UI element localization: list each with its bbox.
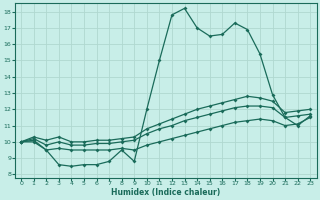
X-axis label: Humidex (Indice chaleur): Humidex (Indice chaleur) <box>111 188 220 197</box>
